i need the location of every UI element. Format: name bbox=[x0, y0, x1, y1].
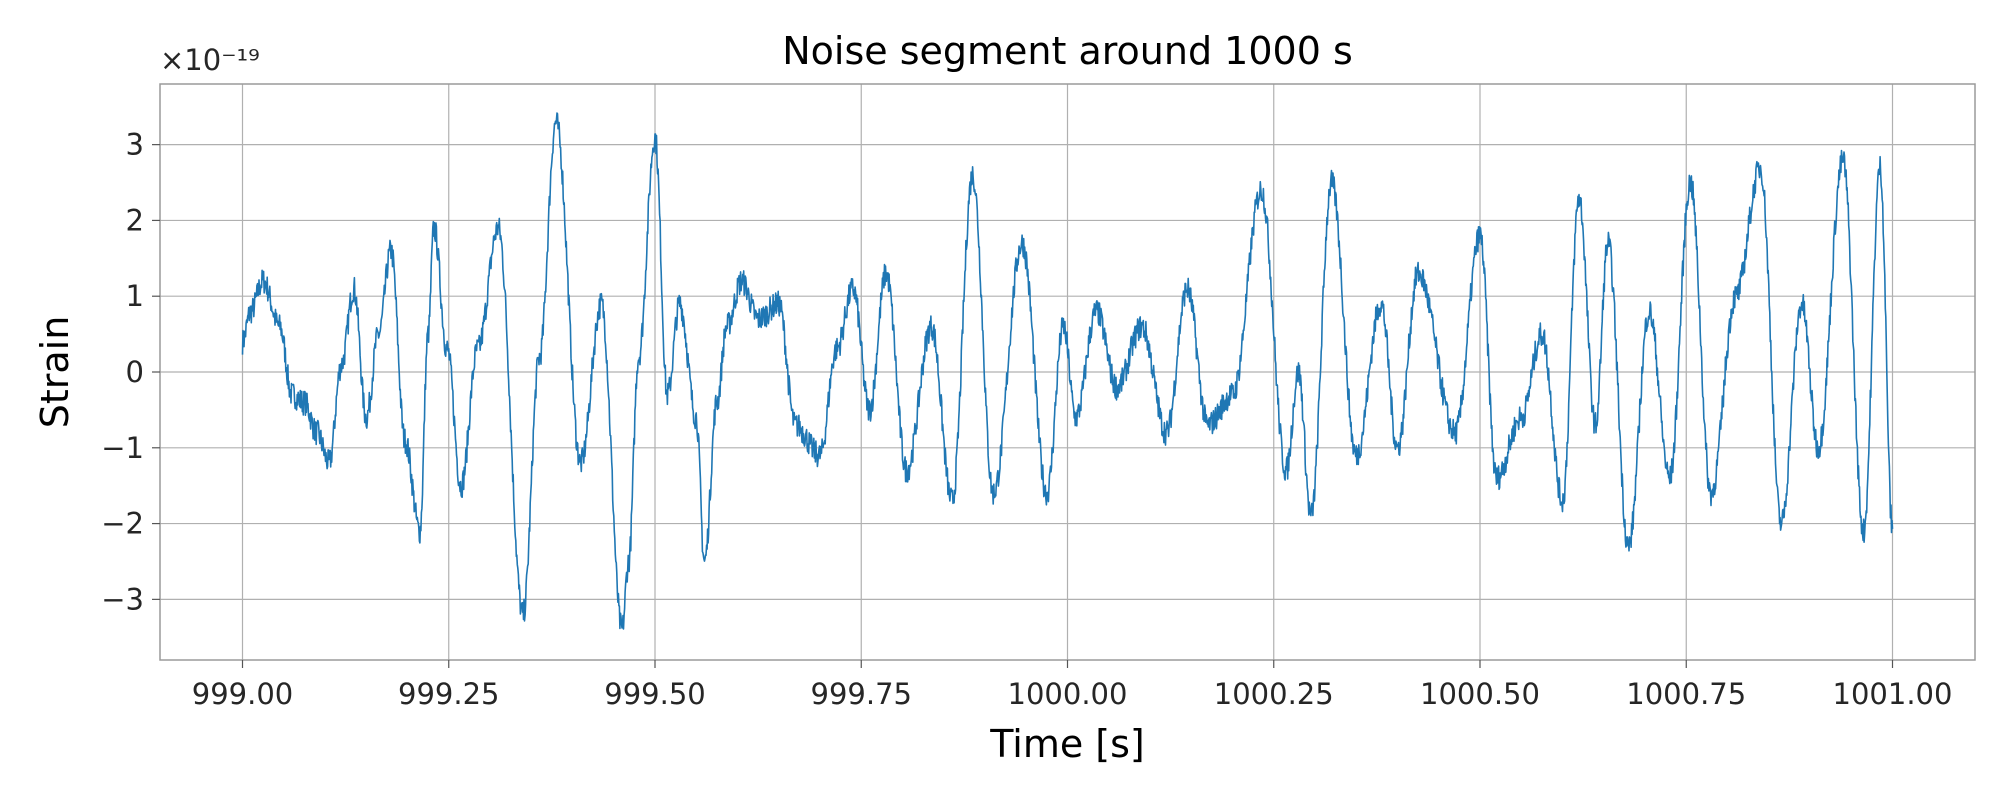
y-tick-label: 1 bbox=[126, 279, 144, 313]
series-line bbox=[241, 112, 1894, 630]
chart-title: Noise segment around 1000 s bbox=[782, 29, 1353, 73]
plot-area bbox=[241, 112, 1894, 630]
y-axis-label: Strain bbox=[33, 316, 77, 429]
y-tick-label: −1 bbox=[101, 431, 144, 465]
grid bbox=[160, 84, 1975, 660]
x-tick-label: 1001.00 bbox=[1833, 677, 1953, 711]
y-offset-label: ×10⁻¹⁹ bbox=[160, 43, 260, 77]
y-tick-label: 3 bbox=[126, 128, 144, 162]
y-tick-label: 2 bbox=[126, 203, 144, 237]
x-tick-label: 1000.00 bbox=[1008, 677, 1128, 711]
x-tick-label: 1000.25 bbox=[1214, 677, 1334, 711]
ticks: 999.00 999.25 999.50 999.75 1000.00 1000.25 10… bbox=[101, 128, 1952, 711]
y-tick-label: −3 bbox=[101, 582, 144, 616]
x-tick-label: 999.25 bbox=[398, 677, 499, 711]
x-tick-label: 999.50 bbox=[604, 677, 705, 711]
x-axis-label: Time [s] bbox=[989, 722, 1145, 766]
y-tick-label: 0 bbox=[126, 355, 144, 389]
x-tick-label: 1000.50 bbox=[1420, 677, 1540, 711]
x-tick-label: 1000.75 bbox=[1626, 677, 1746, 711]
x-tick-label: 999.00 bbox=[192, 677, 293, 711]
y-tick-label: −2 bbox=[101, 507, 144, 541]
x-tick-label: 999.75 bbox=[811, 677, 912, 711]
